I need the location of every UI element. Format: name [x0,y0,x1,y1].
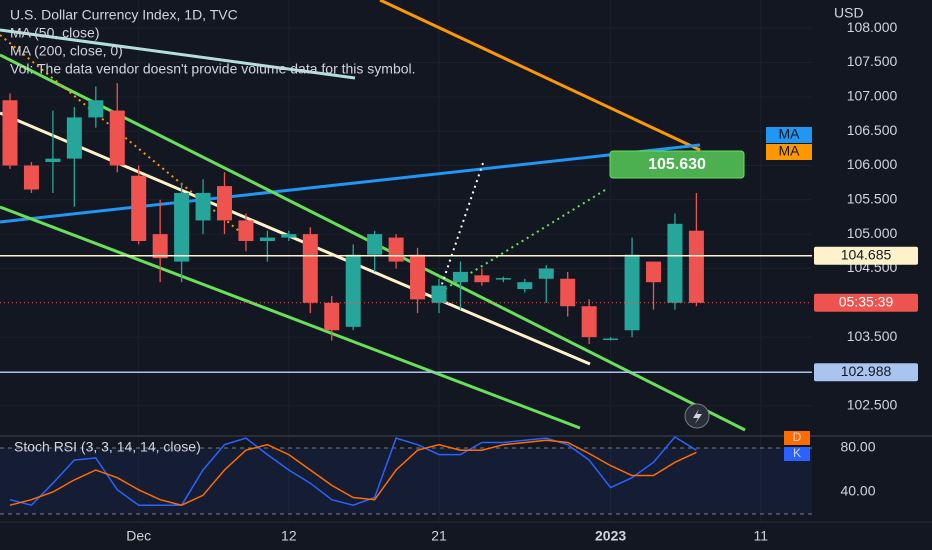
y-tick-label: 105.000 [847,225,898,241]
dotted-projection [439,162,484,291]
candle-body [109,110,125,166]
candle-body [88,100,104,118]
candle-body [474,275,490,283]
countdown-box [814,293,918,312]
candle-body [495,278,511,280]
candle-body [152,234,168,259]
x-tick-label: 21 [431,528,447,544]
price-label: 104.685 [841,246,892,262]
yellow-trend [0,111,591,366]
stoch-line [9,439,697,506]
candle-body [66,117,82,159]
y-tick-label: 103.500 [847,328,898,344]
ma-200-line [379,0,701,152]
y-tick-label: 80.00 [840,439,875,455]
legend-box [784,447,810,461]
x-tick-label: 12 [281,528,297,544]
legend-item: Vol: The data vendor doesn't provide vol… [10,61,416,77]
candle-body [667,223,683,303]
price-axis [812,0,932,550]
candle-body [517,282,533,290]
x-tick-label: 2023 [595,528,626,544]
target-label: 105.630 [648,156,706,173]
candle-body [624,254,640,331]
price-label-box [814,246,918,265]
legend-label: D [793,430,802,444]
candle-body [603,338,619,341]
candle-body [431,285,447,303]
stoch-line [9,436,697,507]
candle-body [45,158,61,163]
ma-50-line [0,28,356,80]
y-tick-label: 108.000 [847,19,898,35]
legend-box [784,431,810,445]
candle-body [131,175,147,242]
channel-lower [0,205,581,430]
indicator-title: Stoch RSI (3, 3, 14, 14, close) [14,439,201,455]
legend-label: K [793,446,801,460]
ma-label: MA [779,143,801,159]
x-tick-label: Dec [126,528,151,544]
candle-body [23,165,39,190]
candle-body [238,220,254,242]
candle-body [174,192,190,262]
candle-body [195,192,211,221]
ma-label-box [766,127,812,143]
candle-body [302,234,318,303]
candle-body [538,268,554,279]
candle-body [560,278,576,307]
y-tick-label: 102.500 [847,396,898,412]
countdown: 05:35:39 [839,293,894,309]
currency: USD [834,5,864,21]
candle-body [367,234,383,255]
x-tick-label: 11 [753,528,768,544]
price-label-box [814,363,918,382]
y-tick-label: 107.500 [847,53,898,69]
legend-item: MA (200, close, 0) [10,43,123,59]
candle-body [217,186,232,221]
legend-item: MA (50, close) [10,25,99,41]
candle-body [646,261,661,283]
y-tick-label: 105.500 [847,191,898,207]
y-tick-label: 40.00 [840,483,875,499]
candle-body [2,100,18,166]
candle-body [259,237,275,242]
price-label: 102.988 [841,363,892,379]
ma-label: MA [779,126,801,142]
candle-body [324,302,340,331]
candle-body [281,234,297,238]
target-box [609,150,745,179]
y-tick-label: 107.000 [847,88,898,104]
trend-line [0,143,701,224]
candle-body [345,254,361,327]
chart-title: U.S. Dollar Currency Index, 1D, TVC [10,7,238,23]
alert-icon-bolt [693,409,702,424]
candle-body [410,254,426,300]
dotted-projection [439,189,606,293]
candle-body [688,230,704,303]
y-tick-label: 106.500 [847,122,898,138]
ma-label-box [766,144,812,160]
y-tick-label: 106.000 [847,156,898,172]
candle-body [452,271,468,283]
candle-body [388,237,404,262]
candle-body [581,306,597,338]
